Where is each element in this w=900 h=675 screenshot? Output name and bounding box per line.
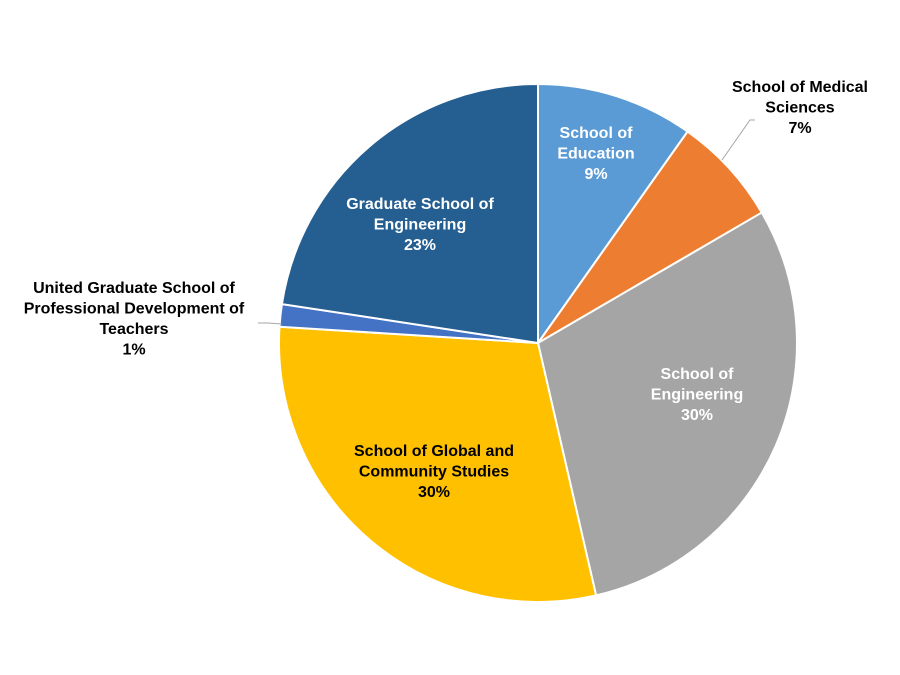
slice-label-united: United Graduate School of Professional De… [24, 280, 245, 359]
slice-percent-engineering: 30% [681, 407, 713, 424]
slice-label-line: Professional Development of [24, 301, 245, 318]
slice-percent-medical: 7% [788, 120, 811, 137]
slice-label-engineering: School of Engineering 30% [651, 366, 743, 424]
slice-percent-education: 9% [584, 166, 607, 183]
pie-slice-engineering [536, 211, 798, 597]
pie-slice-medical [537, 130, 764, 344]
slice-label-line: United Graduate School of [33, 280, 235, 297]
slice-label-line: Sciences [765, 100, 834, 117]
pie-slice-graduate [280, 82, 539, 345]
slice-label-line: Community Studies [359, 464, 509, 481]
slice-label-line: Engineering [651, 387, 743, 404]
slice-label-graduate: Graduate School of Engineering 23% [346, 196, 494, 254]
slice-label-line: School of [661, 366, 735, 383]
slice-percent-graduate: 23% [404, 237, 436, 254]
slice-label-medical: School of Medical Sciences 7% [732, 79, 868, 137]
pie-slice-global [278, 325, 598, 603]
slice-percent-united: 1% [122, 342, 145, 359]
slice-label-line: School of Medical [732, 79, 868, 96]
leader-line-united [258, 322, 283, 325]
slice-label-line: School of [560, 125, 634, 142]
pie-slices [278, 82, 798, 603]
slice-label-education: School of Education 9% [557, 125, 634, 183]
leader-line-medical [721, 119, 755, 161]
slice-label-line: School of Global and [354, 443, 514, 460]
slice-label-global: School of Global and Community Studies 30% [354, 443, 514, 501]
slice-label-line: Engineering [374, 217, 466, 234]
pie-labels: School of Education 9% School of Medical Sci… [24, 79, 868, 501]
pie-slice-education [537, 82, 689, 347]
slice-label-line: Education [557, 146, 634, 163]
slice-label-line: Graduate School of [346, 196, 494, 213]
slice-label-line: Teachers [99, 321, 168, 338]
slice-percent-global: 30% [418, 484, 450, 501]
